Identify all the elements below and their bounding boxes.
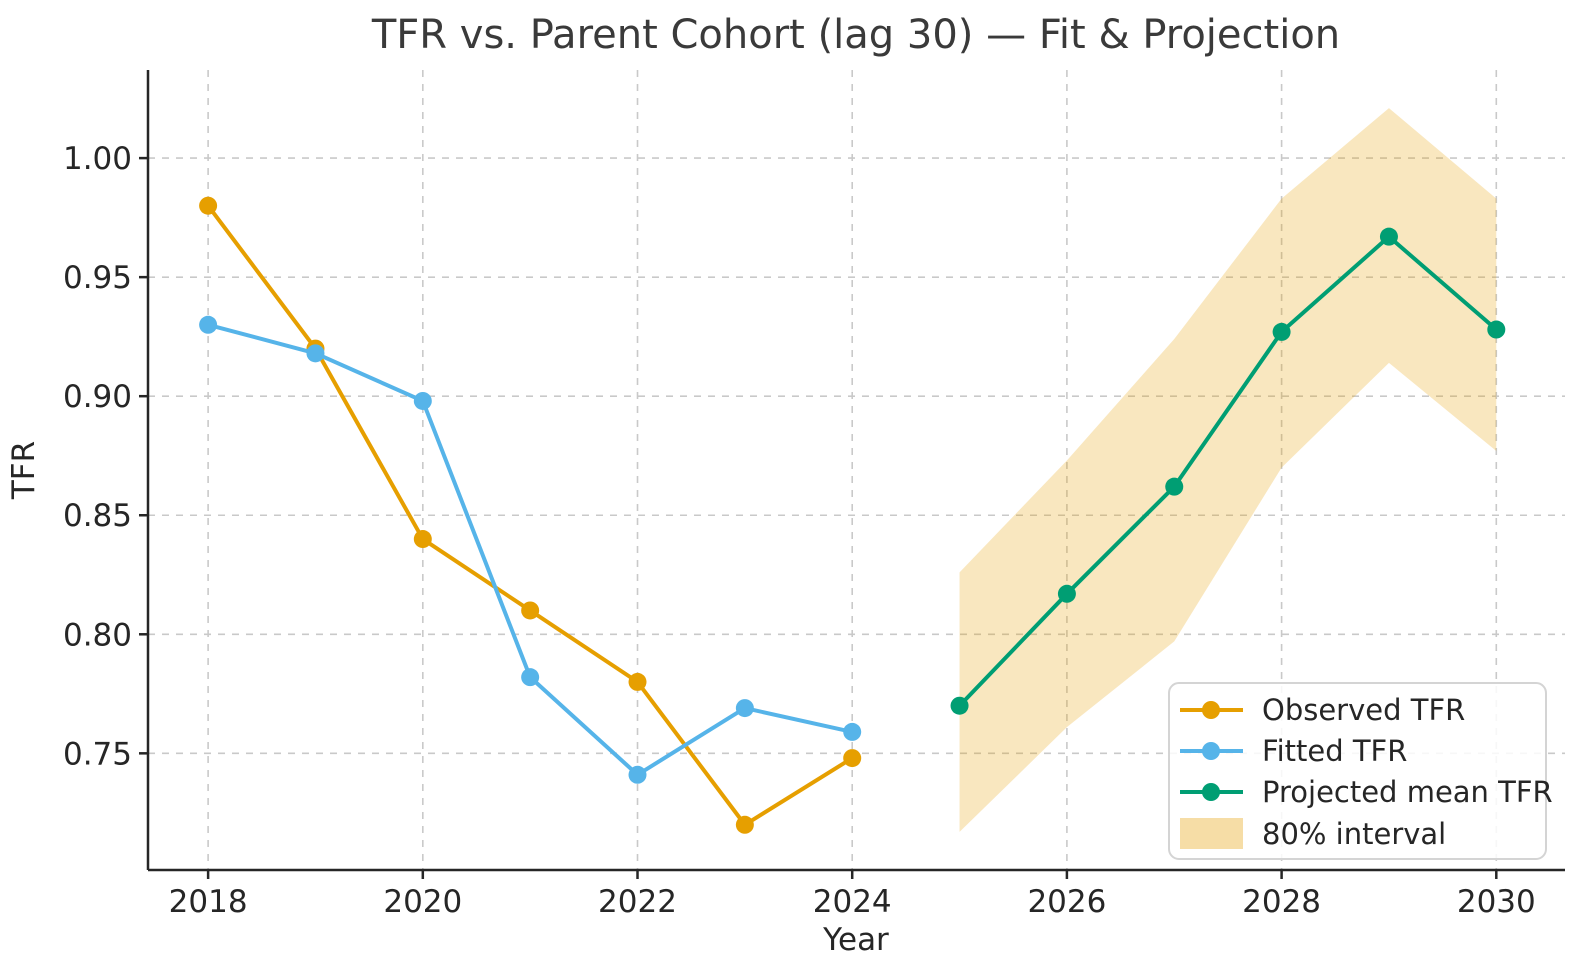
tick-label-layer: 2018 2020 2022 2024 2026 2028 2030 0.75 0.80 0.85… — [63, 141, 1536, 920]
data-point-marker — [521, 601, 540, 620]
x-tick-label: 2026 — [1027, 884, 1106, 920]
axes-layer — [139, 70, 1565, 879]
series-layer — [199, 196, 1506, 834]
data-point-marker — [843, 722, 862, 741]
legend-item-observed: Observed TFR — [1180, 693, 1465, 727]
legend-marker-projected — [1202, 783, 1220, 801]
y-tick-label: 1.00 — [63, 141, 132, 177]
x-tick-label: 2030 — [1457, 884, 1536, 920]
x-axis-label: Year — [822, 922, 889, 958]
data-point-marker — [413, 391, 432, 410]
data-point-marker — [735, 815, 754, 834]
legend-marker-observed — [1202, 701, 1220, 719]
data-point-marker — [199, 315, 218, 334]
data-point-marker — [1379, 227, 1398, 246]
legend-swatch-interval — [1180, 818, 1243, 849]
legend-item-projected: Projected mean TFR — [1180, 775, 1553, 809]
x-tick-label: 2022 — [598, 884, 677, 920]
series-line-projected-mean-tfr — [957, 234, 1499, 708]
data-point-marker — [306, 344, 325, 363]
legend-label-interval: 80% interval — [1262, 817, 1446, 851]
data-point-marker — [1165, 477, 1184, 496]
chart-title: TFR vs. Parent Cohort (lag 30) — Fit & P… — [371, 12, 1340, 58]
data-point-marker — [628, 672, 647, 691]
data-point-marker — [1487, 320, 1506, 339]
legend-box — [1168, 682, 1547, 860]
data-point-marker — [1057, 584, 1076, 603]
legend-marker-fitted — [1202, 742, 1220, 760]
data-point-marker — [199, 196, 218, 215]
legend: Observed TFR Fitted TFR Projected mean T… — [1168, 682, 1553, 860]
interval-band — [959, 108, 1497, 832]
data-point-marker — [628, 765, 647, 784]
data-point-marker — [735, 699, 754, 718]
legend-item-fitted: Fitted TFR — [1180, 734, 1407, 768]
interval-band-layer — [959, 108, 1497, 832]
x-tick-label: 2018 — [169, 884, 248, 920]
legend-label-observed: Observed TFR — [1262, 693, 1465, 727]
y-tick-label: 0.85 — [63, 498, 132, 534]
legend-label-projected: Projected mean TFR — [1262, 775, 1553, 809]
x-tick-label: 2020 — [383, 884, 462, 920]
series-line-fitted-tfr — [206, 322, 855, 777]
data-point-marker — [950, 696, 969, 715]
data-point-marker — [843, 749, 862, 768]
data-point-marker — [1272, 322, 1291, 341]
y-tick-label: 0.90 — [63, 379, 132, 415]
legend-item-interval: 80% interval — [1180, 817, 1446, 851]
data-point-marker — [521, 668, 540, 687]
y-tick-label: 0.75 — [63, 736, 132, 772]
legend-label-fitted: Fitted TFR — [1262, 734, 1407, 768]
y-tick-label: 0.80 — [63, 617, 132, 653]
x-tick-label: 2024 — [813, 884, 892, 920]
data-point-marker — [413, 530, 432, 549]
y-axis-label: TFR — [6, 441, 42, 500]
y-tick-label: 0.95 — [63, 260, 132, 296]
x-tick-label: 2028 — [1242, 884, 1321, 920]
